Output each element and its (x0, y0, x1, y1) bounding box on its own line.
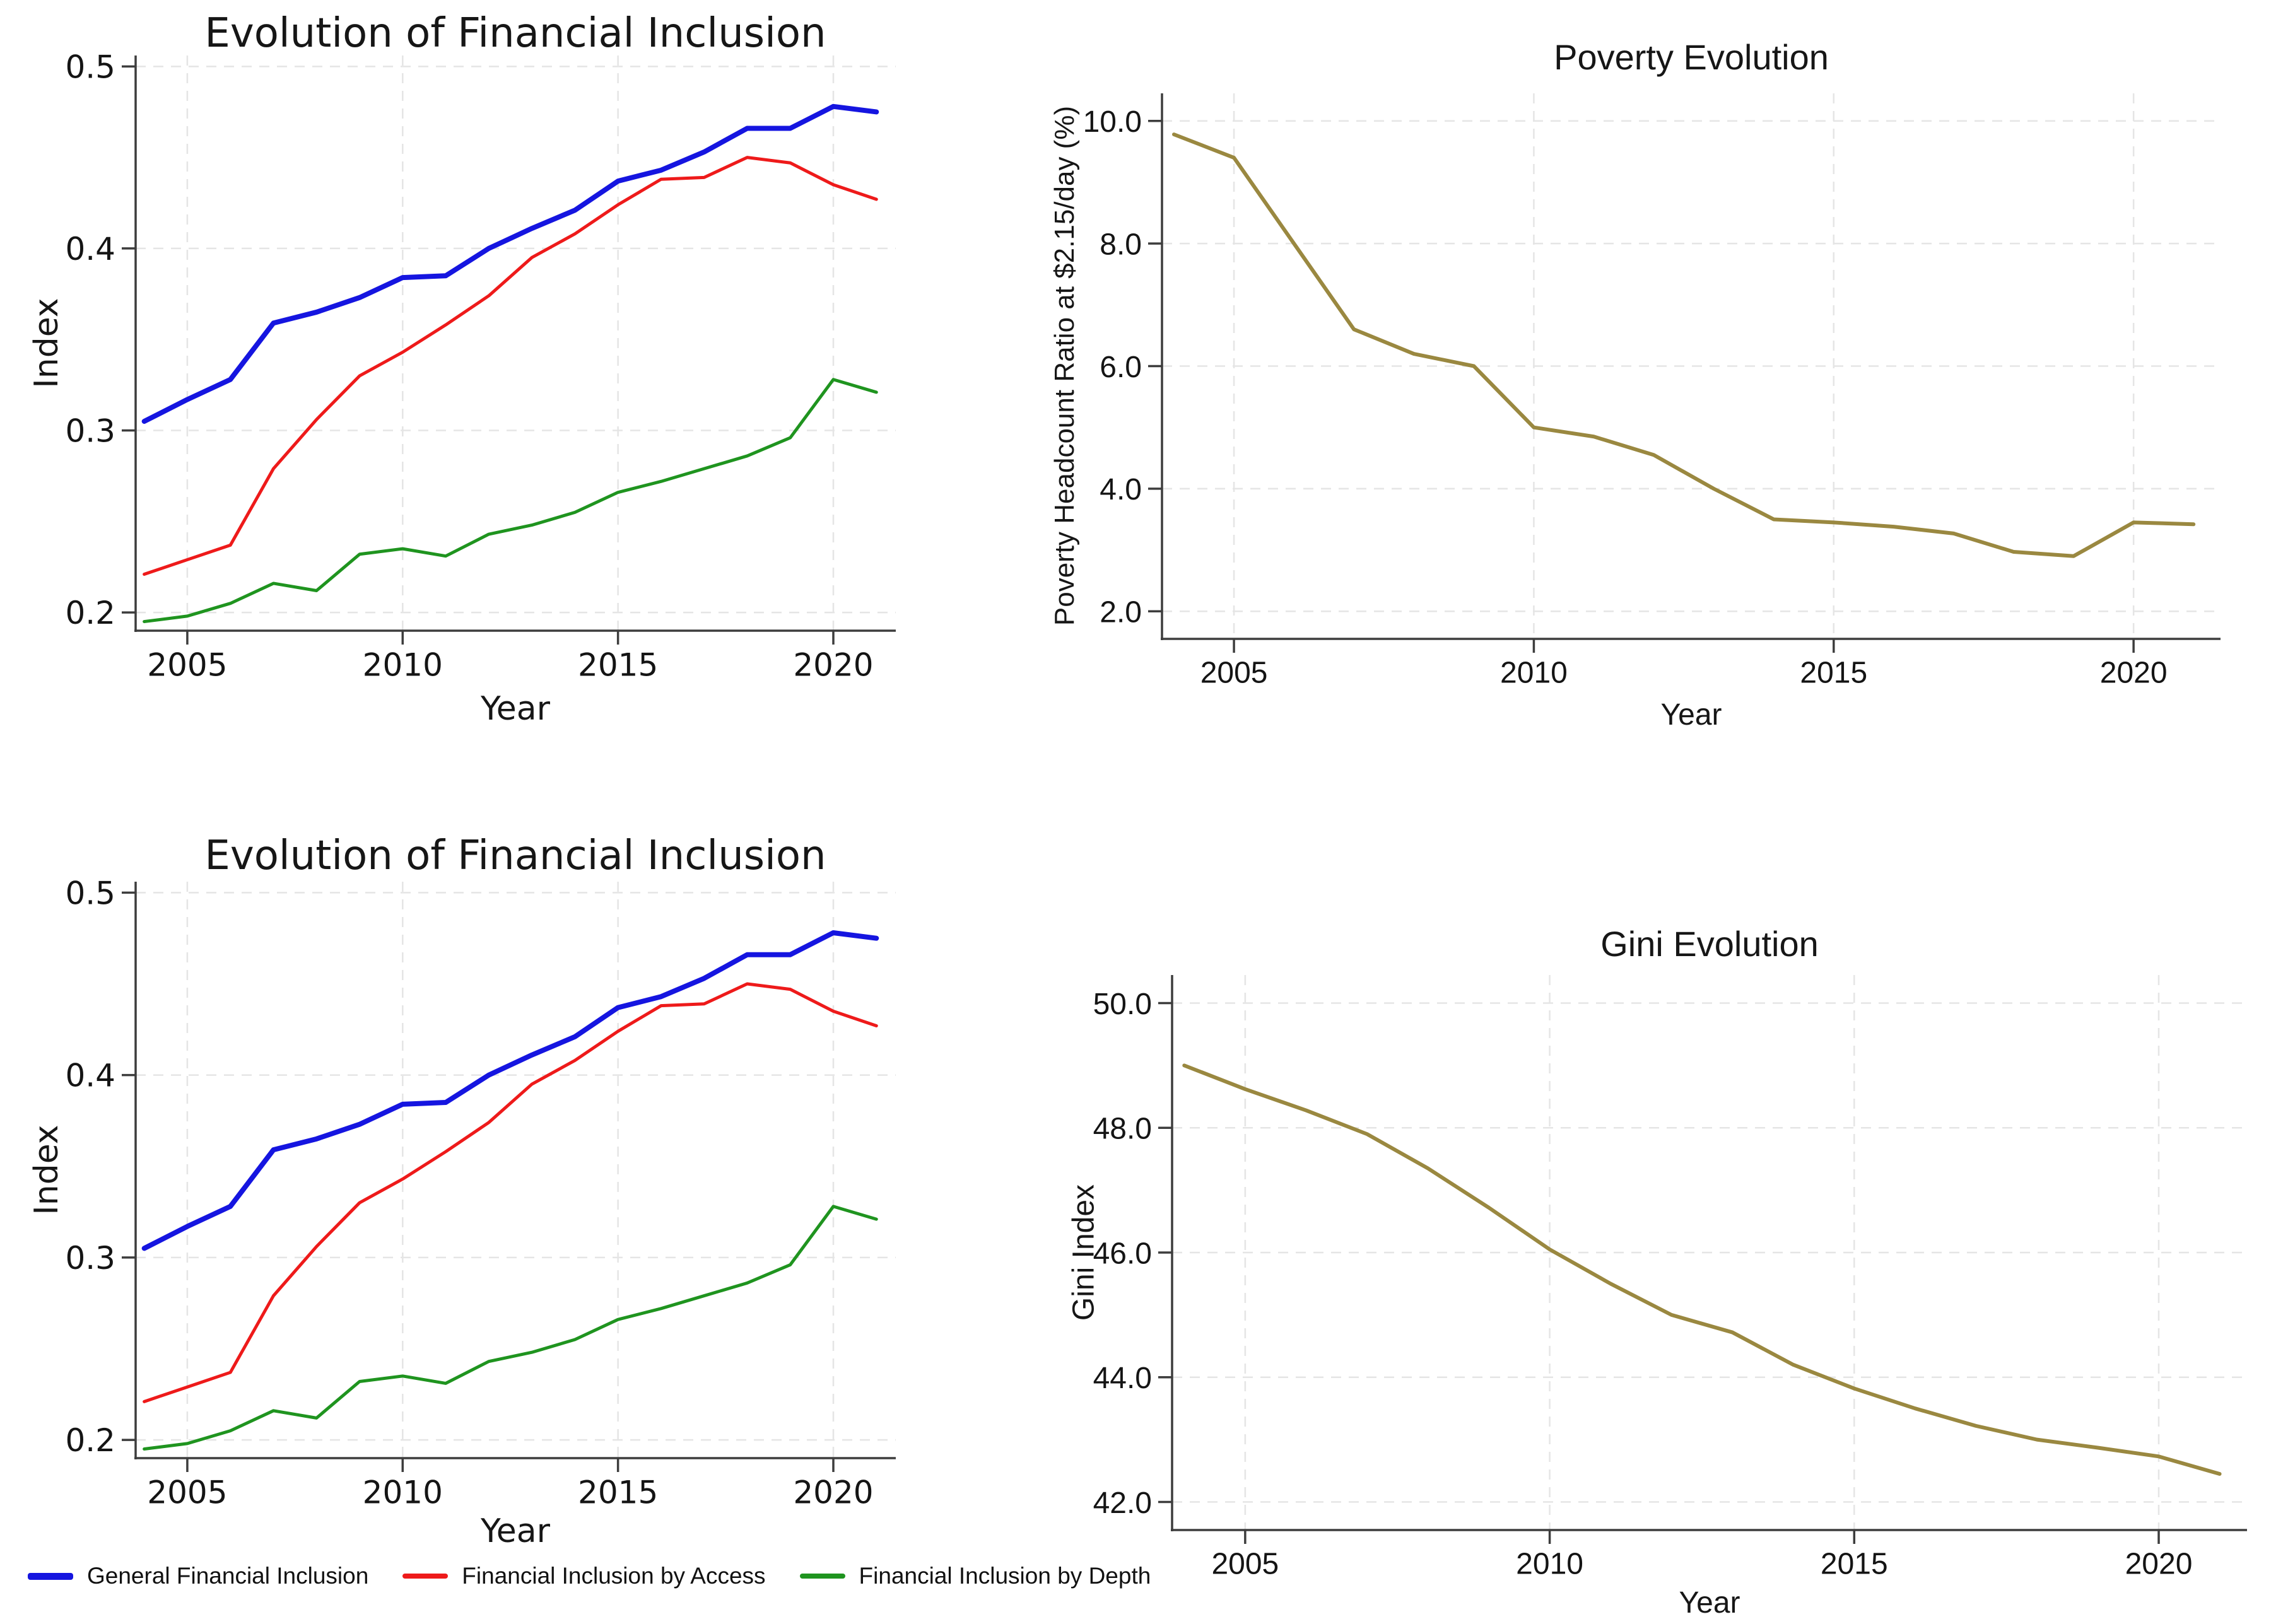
chart-title: Evolution of Financial Inclusion (204, 10, 826, 57)
y-tick-label: 0.4 (65, 231, 115, 267)
series-line-financial-inclusion-by-access (143, 156, 878, 576)
x-tick-label: 2005 (1211, 1548, 1279, 1581)
chart-title: Gini Evolution (1600, 924, 1819, 964)
y-tick-label: 10.0 (1083, 105, 1142, 139)
chart-title: Evolution of Financial Inclusion (204, 832, 826, 879)
chart-legend: General Financial Inclusion Financial In… (28, 1563, 1151, 1589)
x-axis-title: Year (480, 690, 551, 728)
legend-label: General Financial Inclusion (87, 1563, 369, 1589)
x-tick-label: 2010 (363, 1475, 443, 1511)
y-tick-label: 48.0 (1093, 1113, 1152, 1146)
y-axis-title: Index (28, 1125, 66, 1215)
series-line-gini-index (1182, 1063, 2222, 1476)
x-tick-label: 2010 (1516, 1548, 1583, 1581)
legend-item-financial-inclusion-by-depth: Financial Inclusion by Depth (799, 1563, 1151, 1589)
x-tick-label: 2020 (2125, 1548, 2193, 1581)
panel-gini-evolution: 42.0 44.0 46.0 48.0 50.0 2005 2010 2015 2020 Gin… (1028, 907, 2271, 1624)
y-tick-label: 46.0 (1093, 1237, 1152, 1270)
financial-inclusion-bottom-plot: 0.2 0.3 0.4 0.5 2005 2010 2015 2020 (65, 875, 896, 1511)
series-line-financial-inclusion-by-depth (143, 1205, 878, 1451)
x-tick-label: 2015 (578, 1475, 658, 1511)
y-tick-label: 44.0 (1093, 1362, 1152, 1395)
x-tick-label: 2020 (793, 1475, 873, 1511)
x-axis-title: Year (1679, 1586, 1740, 1620)
x-axis-title: Year (480, 1512, 551, 1550)
x-tick-label: 2005 (147, 647, 227, 684)
y-tick-label: 0.4 (65, 1058, 115, 1094)
legend-line-swatch-blue (28, 1572, 73, 1580)
y-tick-label: 42.0 (1093, 1487, 1152, 1520)
legend-label: Financial Inclusion by Depth (859, 1563, 1151, 1589)
y-axis-title: Gini Index (1067, 1184, 1101, 1321)
legend-line-swatch-green (799, 1574, 845, 1579)
x-tick-label: 2020 (2100, 657, 2168, 690)
y-tick-label: 0.5 (65, 875, 115, 911)
x-tick-label: 2010 (363, 647, 443, 684)
panel-poverty-evolution: 2.0 4.0 6.0 8.0 10.0 2005 2010 2015 2020 Poverty… (1028, 11, 2265, 762)
x-tick-label: 2010 (1500, 657, 1568, 690)
y-tick-label: 0.3 (65, 413, 115, 450)
series-line-general-financial-inclusion (141, 930, 879, 1251)
panel-financial-inclusion-bottom: 0.2 0.3 0.4 0.5 2005 2010 2015 2020 Evolution o… (19, 820, 1151, 1624)
legend-label: Financial Inclusion by Access (462, 1563, 766, 1589)
chart-title: Poverty Evolution (1554, 37, 1829, 77)
series-line-financial-inclusion-by-access (143, 982, 878, 1403)
x-tick-label: 2015 (1821, 1548, 1888, 1581)
x-tick-label: 2005 (1200, 657, 1268, 690)
y-tick-label: 50.0 (1093, 988, 1152, 1021)
x-tick-label: 2015 (1800, 657, 1867, 690)
x-tick-label: 2005 (147, 1475, 227, 1511)
legend-item-financial-inclusion-by-access: Financial Inclusion by Access (402, 1563, 766, 1589)
y-tick-label: 2.0 (1100, 596, 1142, 629)
x-axis-title: Year (1660, 698, 1722, 732)
poverty-evolution-plot: 2.0 4.0 6.0 8.0 10.0 2005 2010 2015 2020 (1083, 93, 2221, 690)
series-line-general-financial-inclusion (141, 103, 879, 424)
series-line-financial-inclusion-by-depth (143, 378, 878, 624)
y-axis-title: Index (28, 298, 66, 388)
legend-line-swatch-red (402, 1574, 449, 1579)
y-axis-title: Poverty Headcount Ratio at $2.15/day (%) (1049, 105, 1080, 626)
panel-financial-inclusion-top: 0.2 0.3 0.4 0.5 2005 2010 2015 2020 Evolution o… (19, 5, 927, 749)
gini-evolution-plot: 42.0 44.0 46.0 48.0 50.0 2005 2010 2015 2020 (1093, 975, 2247, 1581)
series-line-poverty-headcount-ratio-at-2-15-day (1172, 132, 2196, 558)
x-tick-label: 2015 (578, 647, 658, 684)
y-tick-label: 8.0 (1100, 228, 1142, 261)
x-tick-label: 2020 (793, 647, 873, 684)
y-tick-label: 4.0 (1100, 473, 1142, 506)
legend-item-general-financial-inclusion: General Financial Inclusion (28, 1563, 368, 1589)
y-tick-label: 0.5 (65, 49, 115, 85)
financial-inclusion-top-plot: 0.2 0.3 0.4 0.5 2005 2010 2015 2020 (65, 49, 896, 684)
y-tick-label: 0.2 (65, 1422, 115, 1459)
y-tick-label: 0.3 (65, 1240, 115, 1276)
y-tick-label: 0.2 (65, 595, 115, 631)
y-tick-label: 6.0 (1100, 351, 1142, 384)
